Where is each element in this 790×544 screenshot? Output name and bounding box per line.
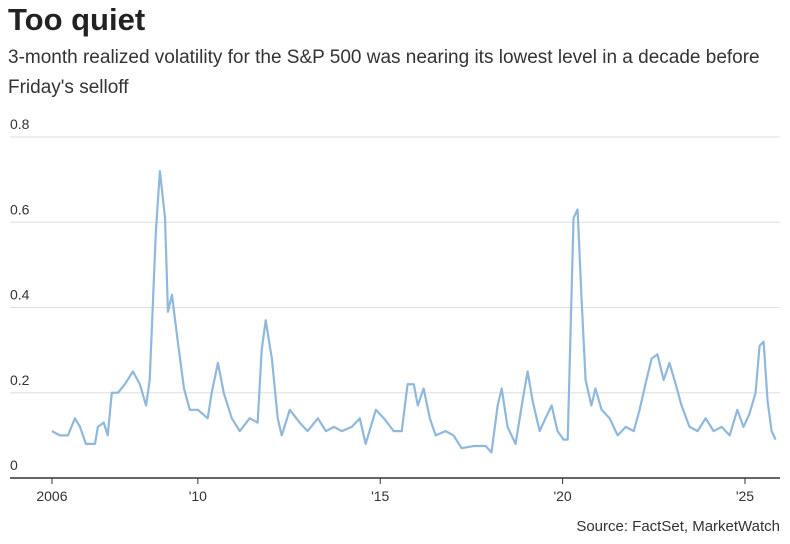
chart-subtitle: 3-month realized volatility for the S&P … bbox=[8, 47, 760, 98]
y-tick-label: 0.8 bbox=[10, 116, 30, 132]
x-tick-label: '20 bbox=[553, 488, 571, 504]
line bbox=[51, 170, 777, 454]
y-tick-label: 0 bbox=[10, 457, 18, 473]
x-tick-label: 2006 bbox=[36, 488, 67, 504]
chart-title: Too quiet bbox=[8, 2, 146, 37]
y-tick-label: 0.2 bbox=[10, 372, 30, 388]
x-tick-label: '10 bbox=[189, 488, 207, 504]
x-tick-label: '25 bbox=[736, 488, 754, 504]
x-tick-label: '15 bbox=[371, 488, 389, 504]
source: Source: FactSet, MarketWatch bbox=[576, 518, 780, 535]
y-tick-label: 0.4 bbox=[10, 287, 30, 303]
y-tick-label: 0.6 bbox=[10, 201, 30, 217]
